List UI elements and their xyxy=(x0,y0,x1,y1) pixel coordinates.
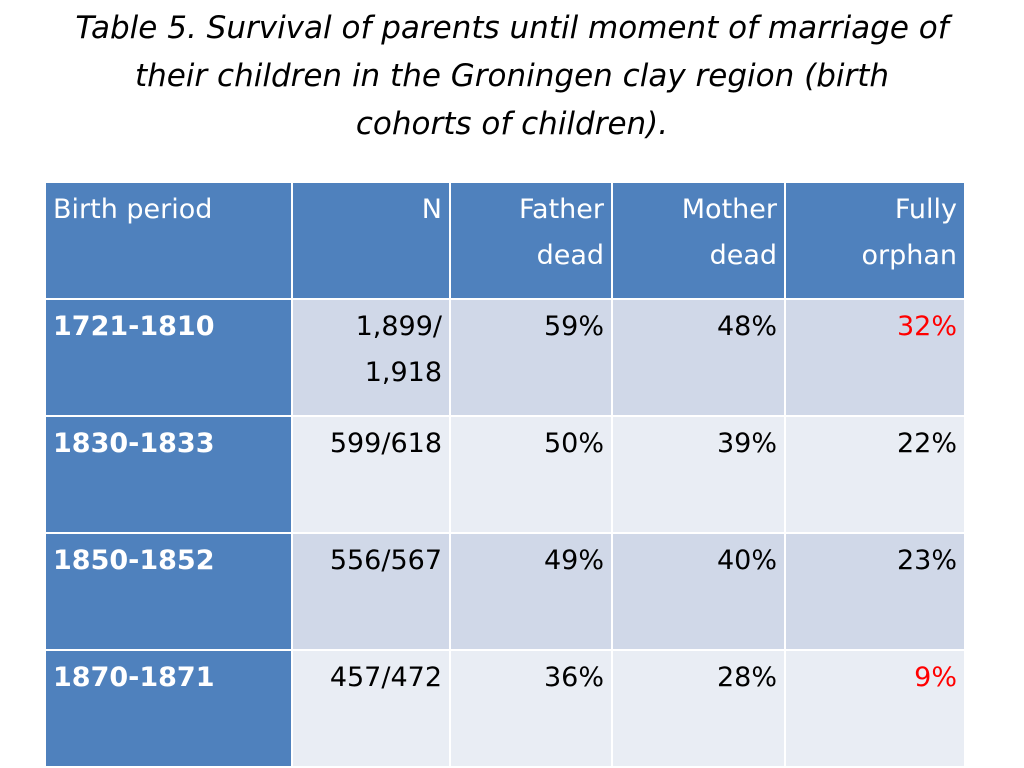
row-father-dead: 59% xyxy=(449,298,613,417)
row-n-line1: 1,899/ xyxy=(355,311,442,342)
title-line-3: cohorts of children). xyxy=(355,106,669,142)
row-father-dead: 49% xyxy=(449,532,613,651)
header-birth-period: Birth period xyxy=(44,181,293,300)
header-n-label: N xyxy=(421,194,442,225)
row-father-dead: 36% xyxy=(449,649,613,768)
row-mother-dead: 39% xyxy=(611,415,786,534)
slide-title: Table 5. Survival of parents until momen… xyxy=(40,4,984,148)
survival-table: Birth period N Father dead Mother dead F… xyxy=(44,181,966,768)
row-fully-orphan: 32% xyxy=(784,298,966,417)
row-period: 1870-1871 xyxy=(44,649,293,768)
row-period: 1721-1810 xyxy=(44,298,293,417)
row-n: 599/618 xyxy=(291,415,451,534)
header-fully-orphan-line1: Fully xyxy=(894,194,957,225)
row-mother-dead: 28% xyxy=(611,649,786,768)
table-row: 1830-1833 599/618 50% 39% 22% xyxy=(44,415,966,534)
row-fully-orphan: 9% xyxy=(784,649,966,768)
header-birth-period-label: Birth period xyxy=(53,194,213,225)
row-n-line2: 1,918 xyxy=(364,357,442,388)
row-n: 457/472 xyxy=(291,649,451,768)
header-mother-dead-line2: dead xyxy=(709,240,777,271)
row-mother-dead: 48% xyxy=(611,298,786,417)
table-row: 1870-1871 457/472 36% 28% 9% xyxy=(44,649,966,768)
table-header: Birth period N Father dead Mother dead F… xyxy=(44,181,966,300)
header-fully-orphan-line2: orphan xyxy=(861,240,957,271)
header-mother-dead-line1: Mother xyxy=(681,194,777,225)
title-line-2: their children in the Groningen clay reg… xyxy=(134,58,890,94)
row-fully-orphan: 22% xyxy=(784,415,966,534)
header-n: N xyxy=(291,181,451,300)
row-n: 1,899/ 1,918 xyxy=(291,298,451,417)
row-mother-dead: 40% xyxy=(611,532,786,651)
row-fully-orphan: 23% xyxy=(784,532,966,651)
header-father-dead: Father dead xyxy=(449,181,613,300)
row-period: 1830-1833 xyxy=(44,415,293,534)
row-father-dead: 50% xyxy=(449,415,613,534)
table-row: 1850-1852 556/567 49% 40% 23% xyxy=(44,532,966,651)
header-row: Birth period N Father dead Mother dead F… xyxy=(44,181,966,300)
row-period: 1850-1852 xyxy=(44,532,293,651)
header-father-dead-line1: Father xyxy=(518,194,604,225)
table-row: 1721-1810 1,899/ 1,918 59% 48% 32% xyxy=(44,298,966,417)
table-body: 1721-1810 1,899/ 1,918 59% 48% 32% 1830-… xyxy=(44,298,966,768)
row-n: 556/567 xyxy=(291,532,451,651)
header-father-dead-line2: dead xyxy=(536,240,604,271)
header-mother-dead: Mother dead xyxy=(611,181,786,300)
header-fully-orphan: Fully orphan xyxy=(784,181,966,300)
title-line-1: Table 5. Survival of parents until momen… xyxy=(75,10,949,46)
